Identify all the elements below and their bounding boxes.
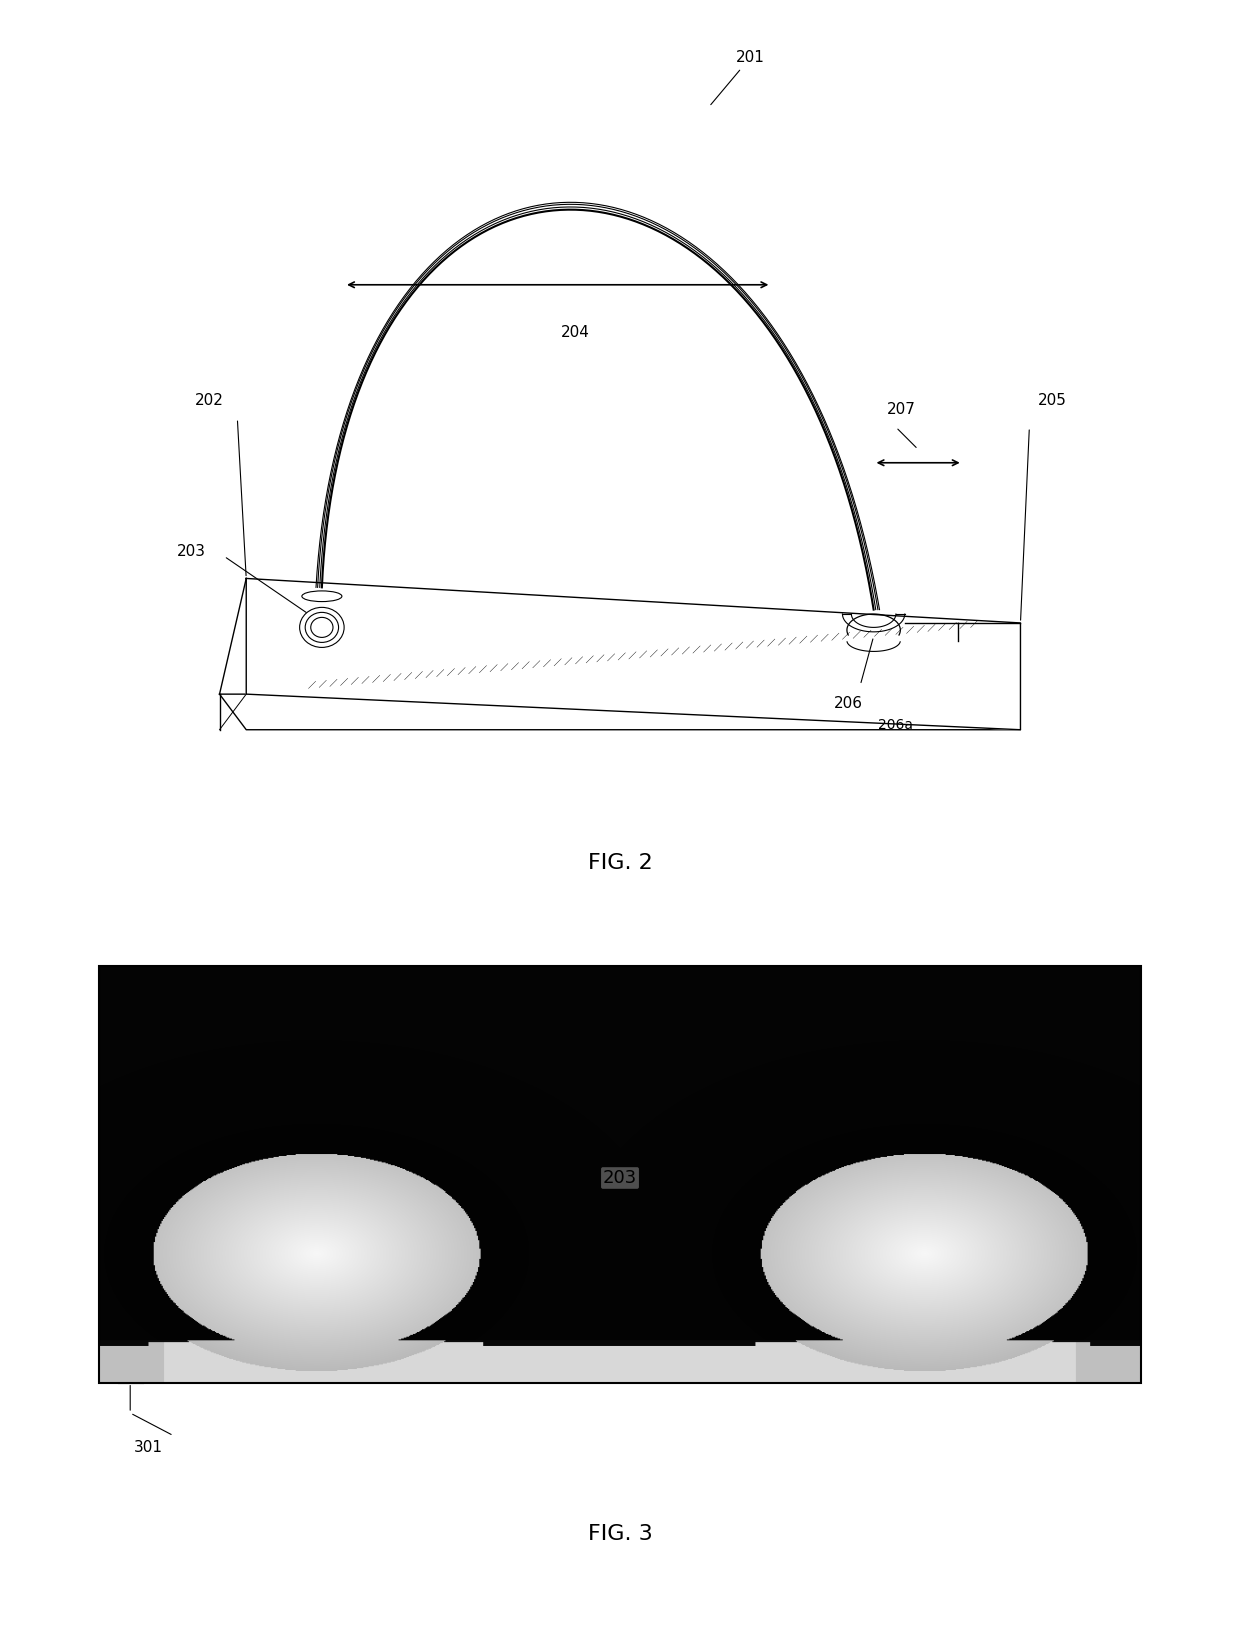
- Text: 204: 204: [560, 325, 590, 339]
- Text: FIG. 3: FIG. 3: [588, 1524, 652, 1544]
- Text: 207: 207: [887, 402, 916, 417]
- Text: 201: 201: [711, 51, 765, 105]
- Bar: [99, 966, 1141, 1383]
- Text: 203: 203: [177, 544, 206, 559]
- Text: 205: 205: [1038, 392, 1068, 409]
- Text: 206a: 206a: [878, 719, 913, 732]
- Text: 202: 202: [195, 392, 224, 409]
- Text: 203: 203: [603, 1168, 637, 1187]
- Polygon shape: [219, 694, 1021, 730]
- Text: 301: 301: [134, 1440, 164, 1455]
- Text: FIG. 2: FIG. 2: [588, 854, 652, 873]
- Text: 206: 206: [833, 695, 863, 710]
- Polygon shape: [247, 578, 1021, 730]
